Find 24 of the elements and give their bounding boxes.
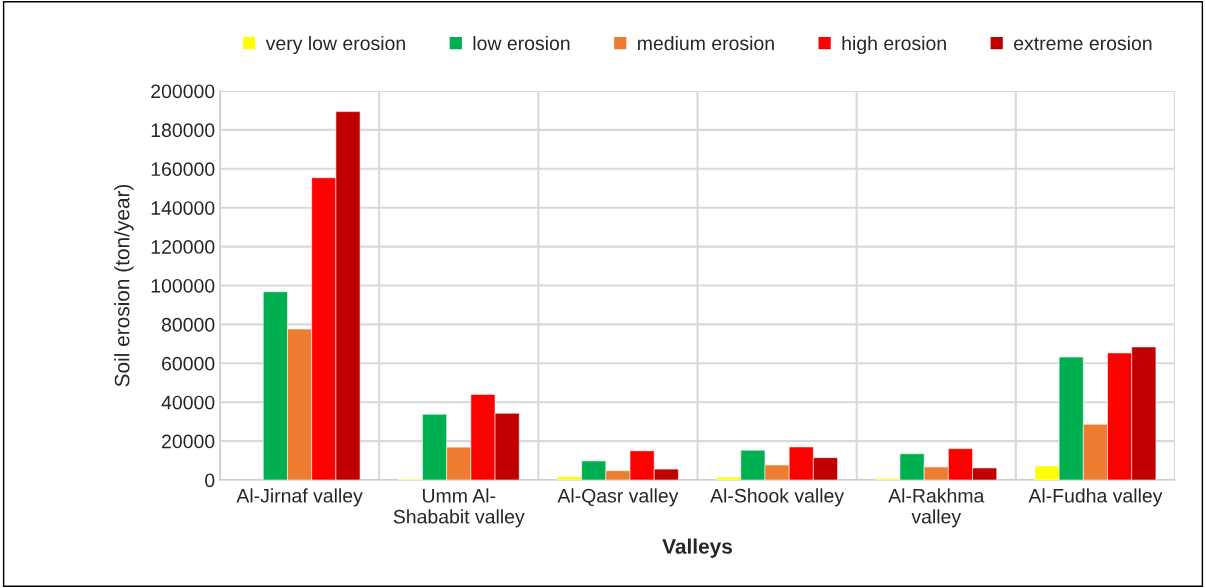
- legend-label: low erosion: [473, 35, 570, 51]
- x-tick-label: Al-Fudha valley: [1028, 488, 1163, 507]
- legend-label: extreme erosion: [1014, 35, 1152, 51]
- x-tick-label: Al-Shook valley: [710, 488, 845, 507]
- y-tick-label: 20000: [162, 434, 215, 449]
- y-tick-label: 40000: [161, 395, 215, 410]
- x-axis-title: Valleys: [662, 538, 732, 558]
- legend-label: very low erosion: [265, 35, 405, 55]
- legend-label: medium erosion: [638, 35, 774, 51]
- x-tick-label: Umm Al- Shababit valley: [393, 488, 525, 528]
- y-axis-title: Soil erosion (ton/year): [114, 184, 134, 387]
- y-tick-label: 200000: [151, 84, 215, 99]
- y-tick-label: 120000: [151, 240, 215, 254]
- y-tick-label: 160000: [151, 162, 215, 177]
- x-tick-label: Al-Jirnaf valley: [236, 488, 363, 507]
- x-tick-label: Al-Rakhma valley: [888, 488, 985, 528]
- y-tick-label: 100000: [151, 278, 215, 293]
- y-tick-label: 0: [205, 473, 215, 488]
- y-tick-label: 180000: [151, 123, 215, 138]
- y-tick-label: 60000: [162, 356, 215, 371]
- y-tick-label: 140000: [151, 201, 215, 215]
- x-tick-label: Al-Qasr valley: [557, 488, 679, 507]
- legend-label: high erosion: [842, 35, 946, 55]
- y-tick-label: 80000: [161, 317, 215, 332]
